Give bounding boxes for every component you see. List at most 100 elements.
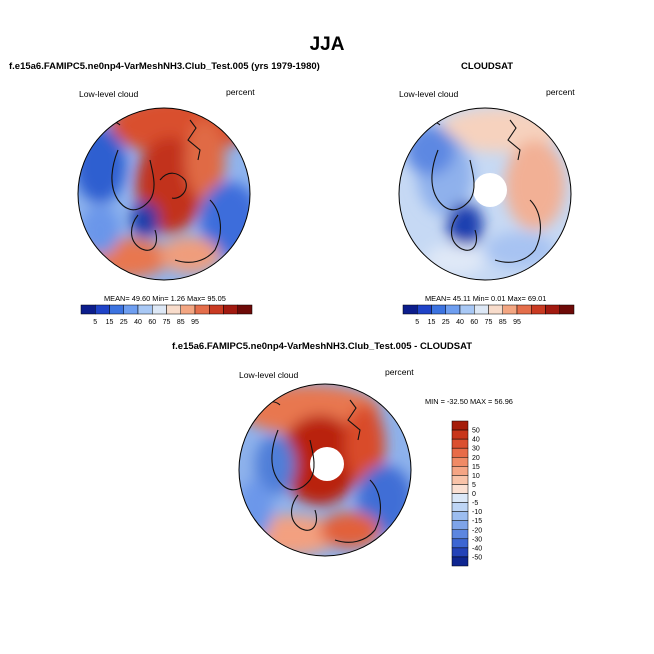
colorbar-tick-label: 5 — [415, 319, 419, 326]
mean-label: MEAN= — [425, 294, 451, 303]
min-value: 1.26 — [170, 294, 185, 303]
colorbar-tick-label: 60 — [148, 319, 156, 326]
colorbar-box — [451, 556, 469, 567]
max-value: 69.01 — [527, 294, 547, 303]
colorbar-tick-label: 40 — [134, 319, 142, 326]
colorbar-box — [180, 304, 196, 315]
colorbar-tick-label: 85 — [499, 319, 507, 326]
colorbar-box — [451, 529, 469, 540]
colorbar-box — [451, 420, 469, 431]
colorbar-tick-label: 25 — [120, 319, 128, 326]
max-label: Max= — [507, 294, 526, 303]
colorbar-tick-label: 50 — [472, 428, 480, 435]
colorbar-tick-label: 85 — [177, 319, 185, 326]
colorbar-box — [80, 304, 96, 315]
colorbar-box — [451, 520, 469, 530]
colorbar-tick-label: 60 — [470, 319, 478, 326]
panel-diff-minmax: MIN = -32.50 MAX = 56.96 — [425, 397, 513, 406]
colorbar-tick-label: 75 — [163, 319, 171, 326]
panel-diff-variable: Low-level cloud — [239, 370, 299, 380]
colorbar-tick-label: 10 — [472, 473, 480, 480]
colorbar-tick-label: -10 — [472, 509, 482, 516]
max-value: 95.05 — [207, 294, 226, 303]
colorbar-tick-label: 95 — [513, 319, 521, 326]
colorbar-tick-label: -50 — [472, 554, 482, 561]
colorbar-box — [451, 502, 469, 512]
colorbar-box — [417, 304, 432, 315]
max-label: Max= — [187, 294, 206, 303]
colorbar-box — [451, 484, 469, 494]
colorbar-box — [152, 304, 167, 315]
colorbar-box — [223, 304, 238, 315]
map-diff — [238, 383, 412, 557]
colorbar-tick-label: 40 — [456, 319, 464, 326]
colorbar-box — [531, 304, 546, 315]
min-label: Min= — [152, 294, 169, 303]
colorbar-tick-label: 15 — [428, 319, 436, 326]
panel-model-title: f.e15a6.FAMIPC5.ne0np4-VarMeshNH3.Club_T… — [9, 61, 320, 72]
colorbar-tick-label: 5 — [93, 319, 97, 326]
colorbar-box — [402, 304, 418, 315]
colorbar-box — [459, 304, 475, 315]
colorbar-box — [451, 511, 469, 521]
colorbar-tick-label: -20 — [472, 527, 482, 534]
colorbar-box — [451, 475, 469, 485]
colorbars: 5 15 25 40 60 75 85 95 5 15 25 40 60 75 85 955040302015… — [80, 304, 575, 567]
mean-label: MEAN= — [104, 294, 130, 303]
colorbar-tick-label: -30 — [472, 536, 482, 543]
panel-obs-title: CLOUDSAT — [461, 61, 514, 72]
colorbar-box — [488, 304, 503, 315]
figure-title: JJA — [309, 34, 345, 55]
colorbar-box — [451, 547, 469, 558]
colorbar-box — [451, 457, 469, 467]
colorbar-box — [545, 304, 560, 315]
colorbar-box — [559, 304, 575, 315]
panel-obs-stats: MEAN= 45.11 Min= 0.01 Max= 69.01 — [425, 294, 546, 303]
panel-obs-units: percent — [546, 87, 575, 97]
colorbar-box — [516, 304, 532, 315]
colorbar-box — [451, 493, 469, 503]
colorbar-box — [95, 304, 110, 315]
colorbar-box — [123, 304, 139, 315]
map-obs — [398, 107, 572, 281]
colorbar-box — [431, 304, 446, 315]
colorbar-box — [451, 447, 469, 458]
colorbar-box — [451, 538, 469, 549]
colorbar-tick-label: 20 — [472, 455, 480, 462]
colorbar-tick-label: 0 — [472, 491, 476, 498]
colorbar-tick-label: 30 — [472, 446, 480, 453]
panel-obs-variable: Low-level cloud — [399, 89, 459, 99]
colorbar-box — [474, 304, 489, 315]
colorbar-box — [451, 466, 469, 476]
colorbar-box — [209, 304, 224, 315]
panel-diff-title: f.e15a6.FAMIPC5.ne0np4-VarMeshNH3.Club_T… — [172, 341, 473, 352]
mean-value: 45.11 — [452, 294, 471, 303]
colorbar-box — [237, 304, 253, 315]
colorbar-tick-label: -15 — [472, 518, 482, 525]
colorbar-box — [502, 304, 518, 315]
map-model — [77, 107, 251, 281]
mean-value: 49.60 — [131, 294, 151, 303]
colorbar-box — [137, 304, 153, 315]
panel-model-variable: Low-level cloud — [79, 89, 139, 99]
colorbar-tick-label: -5 — [472, 500, 478, 507]
panel-model-stats: MEAN= 49.60 Min= 1.26 Max= 95.05 — [104, 294, 226, 303]
panel-model-units: percent — [226, 87, 255, 97]
colorbar-box — [166, 304, 181, 315]
colorbar-tick-label: 15 — [106, 319, 114, 326]
colorbar-tick-label: 75 — [485, 319, 493, 326]
panel-diff-units: percent — [385, 367, 414, 377]
min-label: Min= — [472, 294, 489, 303]
colorbar-box — [451, 429, 469, 440]
min-value: 0.01 — [491, 294, 506, 303]
colorbar-tick-label: 5 — [472, 482, 476, 489]
colorbar-box — [451, 438, 469, 449]
colorbar-tick-label: -40 — [472, 545, 482, 552]
colorbar-box — [109, 304, 124, 315]
colorbar-tick-label: 95 — [191, 319, 199, 326]
colorbar-tick-label: 15 — [472, 464, 480, 471]
colorbar-box — [445, 304, 461, 315]
colorbar-tick-label: 25 — [442, 319, 450, 326]
colorbar-tick-label: 40 — [472, 437, 480, 444]
